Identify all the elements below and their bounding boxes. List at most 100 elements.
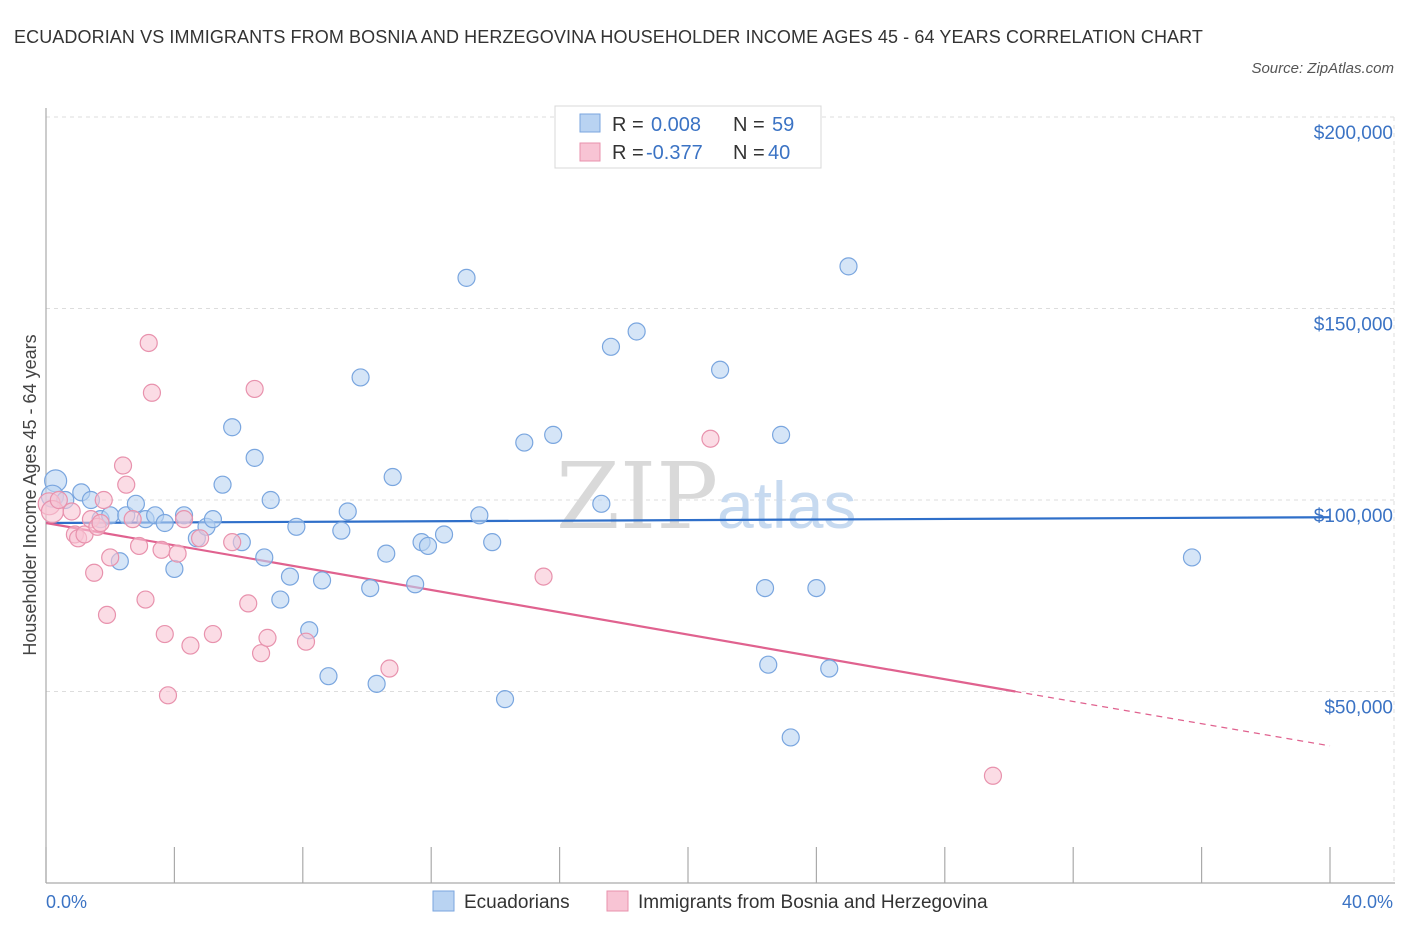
- y-tick-label-1: $100,000: [1314, 506, 1393, 527]
- point-bosnia-14: [113, 456, 133, 475]
- y-tick-label-0: $50,000: [1324, 698, 1393, 719]
- point-ecuadorian-56: [820, 659, 839, 678]
- legend-r-label-2: R =: [612, 142, 644, 164]
- point-ecuadorian-23: [261, 490, 280, 510]
- point-ecuadorian-43: [483, 533, 502, 552]
- point-ecuadorian-29: [319, 667, 338, 686]
- point-ecuadorian-57: [839, 257, 858, 276]
- point-bosnia-29: [223, 533, 242, 552]
- points-layer: [37, 257, 1202, 785]
- point-bosnia-30: [239, 594, 258, 613]
- x-tick-labels: 0.0% 40.0%: [46, 892, 1393, 912]
- point-ecuadorian-40: [434, 525, 454, 544]
- point-bosnia-27: [190, 529, 210, 548]
- trend-line-bosnia: [45, 521, 1016, 693]
- point-bosnia-21: [152, 540, 171, 559]
- point-ecuadorian-22: [255, 548, 274, 567]
- point-bosnia-38: [983, 766, 1003, 785]
- point-bosnia-28: [203, 624, 223, 644]
- point-ecuadorian-42: [470, 506, 489, 525]
- legend-r-value-1: 0.008: [651, 114, 701, 136]
- correlation-legend: R = 0.008 N = 59 R = -0.377 N = 40: [554, 105, 822, 169]
- legend-n-label-1: N =: [733, 114, 765, 136]
- point-bosnia-2: [49, 490, 68, 510]
- point-bosnia-26: [181, 636, 200, 655]
- point-ecuadorian-28: [312, 571, 332, 590]
- point-ecuadorian-17: [203, 510, 223, 529]
- point-ecuadorian-18: [213, 475, 232, 494]
- point-bosnia-11: [94, 490, 113, 510]
- trend-layer: [45, 516, 1331, 747]
- point-ecuadorian-34: [367, 674, 386, 693]
- point-bosnia-22: [155, 624, 174, 644]
- series-label-bosnia: Immigrants from Bosnia and Herzegovina: [638, 892, 988, 913]
- point-bosnia-35: [380, 659, 399, 678]
- point-bosnia-20: [142, 383, 162, 402]
- point-ecuadorian-47: [592, 494, 611, 513]
- point-bosnia-17: [129, 536, 149, 556]
- point-ecuadorian-26: [287, 517, 306, 536]
- point-bosnia-3: [62, 502, 81, 521]
- point-bosnia-23: [158, 686, 178, 705]
- point-ecuadorian-24: [271, 590, 290, 609]
- point-ecuadorian-30: [332, 521, 351, 540]
- legend-n-label-2: N =: [733, 142, 765, 164]
- legend-r-label-1: R =: [612, 114, 644, 136]
- watermark-atlas: atlas: [717, 468, 856, 542]
- point-bosnia-31: [245, 379, 264, 399]
- point-ecuadorian-33: [361, 578, 380, 598]
- point-ecuadorian-51: [755, 578, 775, 598]
- point-ecuadorian-58: [1182, 548, 1202, 567]
- point-bosnia-19: [139, 333, 158, 353]
- y-tick-label-3: $200,000: [1314, 123, 1393, 144]
- point-bosnia-8: [85, 563, 104, 582]
- point-ecuadorian-36: [383, 467, 402, 487]
- point-ecuadorian-55: [807, 578, 826, 598]
- point-ecuadorian-39: [418, 536, 438, 556]
- point-bosnia-13: [101, 548, 120, 567]
- point-ecuadorian-31: [338, 502, 357, 521]
- trend-line-ecuadorians: [45, 516, 1331, 525]
- y-tick-labels: $50,000 $100,000 $150,000 $200,000: [1314, 123, 1393, 719]
- point-bosnia-36: [534, 567, 553, 586]
- point-ecuadorian-12: [155, 513, 174, 533]
- series-label-ecuadorians: Ecuadorians: [464, 892, 570, 913]
- point-bosnia-12: [97, 605, 117, 625]
- legend-swatch-blue: [579, 113, 601, 133]
- chart-title: ECUADORIAN VS IMMIGRANTS FROM BOSNIA AND…: [14, 27, 1204, 47]
- point-ecuadorian-25: [280, 567, 300, 586]
- point-bosnia-25: [174, 510, 194, 529]
- legend-n-value-1: 59: [772, 114, 794, 136]
- point-ecuadorian-46: [544, 425, 563, 444]
- point-bosnia-34: [296, 632, 316, 651]
- point-bosnia-10: [91, 513, 110, 533]
- source-label: Source: ZipAtlas.com: [1251, 60, 1394, 77]
- legend-swatch-pink: [579, 142, 601, 162]
- point-ecuadorian-13: [165, 559, 184, 579]
- point-ecuadorian-41: [457, 268, 476, 287]
- point-bosnia-37: [701, 429, 720, 448]
- point-ecuadorian-50: [710, 360, 730, 379]
- x-tick-label-1: 40.0%: [1342, 892, 1393, 912]
- point-ecuadorian-52: [759, 655, 778, 674]
- point-ecuadorian-37: [406, 575, 425, 594]
- series-legend: Ecuadorians Immigrants from Bosnia and H…: [432, 890, 988, 913]
- x-tick-label-0: 0.0%: [46, 892, 87, 912]
- point-ecuadorian-53: [771, 425, 791, 444]
- point-ecuadorian-19: [223, 418, 242, 437]
- point-ecuadorian-35: [377, 544, 396, 563]
- point-bosnia-18: [136, 590, 155, 609]
- trend-line-bosnia-extension: [1015, 690, 1331, 747]
- point-ecuadorian-45: [515, 433, 534, 452]
- watermark-zip: ZIP: [556, 443, 718, 550]
- legend-n-value-2: 40: [768, 142, 790, 164]
- point-ecuadorian-9: [126, 494, 145, 513]
- point-bosnia-24: [168, 544, 187, 563]
- series-swatch-bosnia: [606, 890, 629, 912]
- point-bosnia-32: [251, 644, 271, 663]
- point-ecuadorian-21: [245, 448, 264, 467]
- point-ecuadorian-49: [627, 322, 646, 341]
- point-ecuadorian-44: [495, 690, 515, 709]
- y-tick-label-2: $150,000: [1314, 315, 1393, 336]
- y-axis-label: Householder Income Ages 45 - 64 years: [20, 334, 40, 655]
